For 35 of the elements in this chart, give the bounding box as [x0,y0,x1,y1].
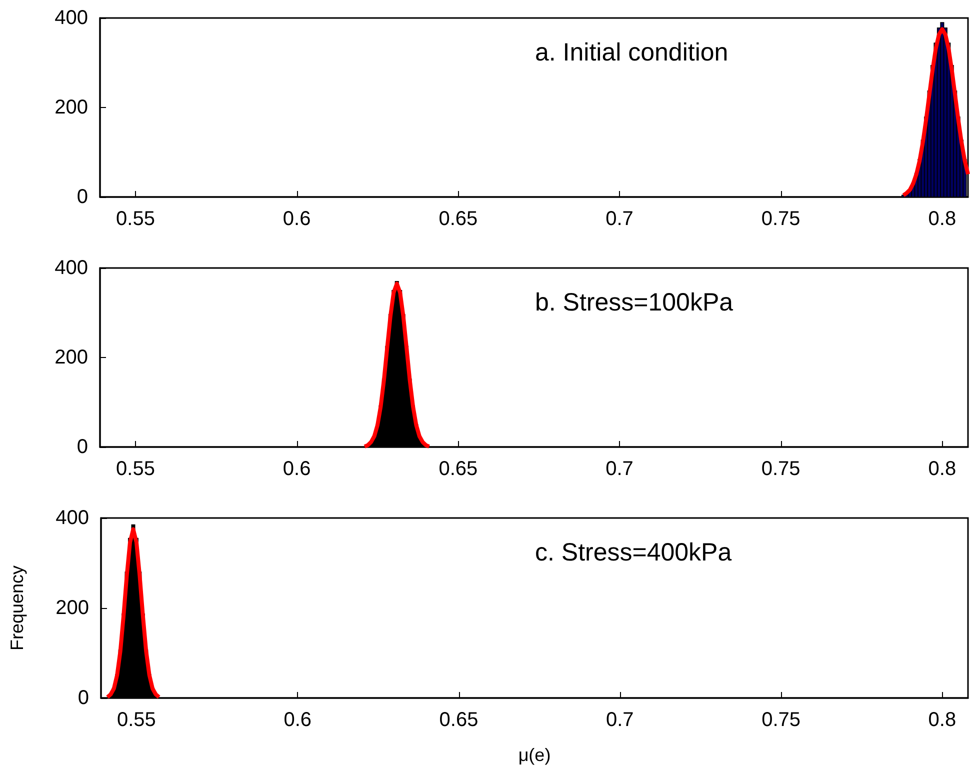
x-tick-label: 0.6 [284,709,312,731]
y-axis-title: Frequency [7,565,27,651]
x-tick-label: 0.75 [762,709,801,731]
y-tick-label: 400 [56,507,89,529]
x-tick-label: 0.6 [282,208,311,230]
y-tick-label: 200 [54,346,88,368]
x-tick-label: 0.75 [761,458,800,480]
annotation: a. Initial condition [535,38,728,66]
line-series [362,282,432,449]
x-tick-label: 0.8 [928,458,956,480]
x-tick-label: 0.55 [116,458,155,480]
y-tick-label: 0 [76,186,88,208]
x-tick-label: 0.55 [116,208,155,230]
x-tick-label: 0.7 [606,709,634,731]
line-series [105,527,162,700]
x-tick-label: 0.8 [928,208,956,230]
annotation: c. Stress=400kPa [535,538,732,566]
y-tick-label: 200 [54,96,88,118]
y-tick-label: 200 [56,597,89,619]
x-axis-title: μ(e) [518,745,551,765]
x-tick-label: 0.6 [282,458,311,480]
y-tick-label: 400 [54,257,88,279]
x-tick-label: 0.65 [438,458,478,480]
x-tick-label: 0.65 [438,208,478,230]
line-series [901,27,970,198]
y-tick-label: 400 [54,7,88,29]
x-tick-label: 0.8 [928,709,956,731]
annotation: b. Stress=100kPa [535,288,734,316]
x-tick-label: 0.7 [606,458,634,480]
y-tick-label: 0 [78,687,89,709]
x-tick-label: 0.75 [761,208,800,230]
x-tick-label: 0.55 [116,709,156,731]
x-tick-label: 0.7 [606,208,634,230]
x-tick-label: 0.65 [439,709,478,731]
y-tick-label: 0 [76,436,88,458]
